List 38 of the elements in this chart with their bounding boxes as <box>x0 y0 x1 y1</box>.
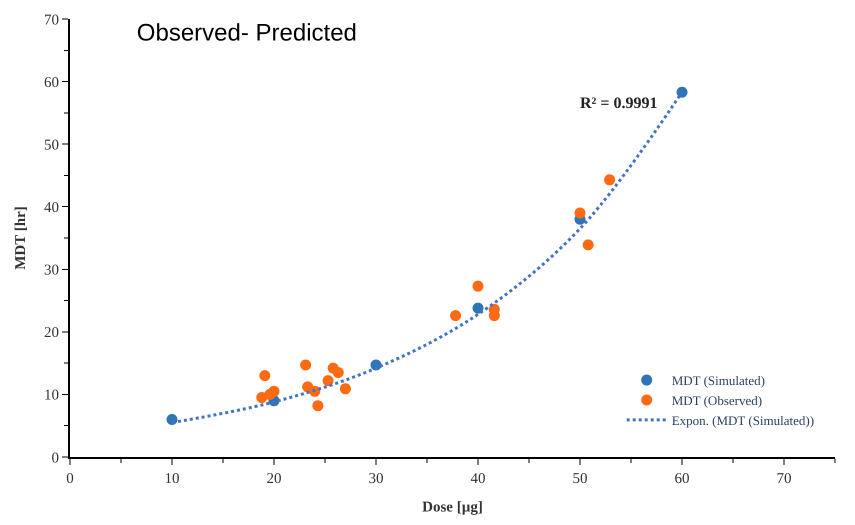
y-tick-label: 40 <box>44 200 59 216</box>
legend-label: MDT (Observed) <box>672 393 762 408</box>
legend-label: Expon. (MDT (Simulated)) <box>672 412 814 428</box>
point <box>322 375 334 386</box>
point <box>259 370 270 382</box>
point <box>582 239 594 250</box>
x-tick-label: 60 <box>674 471 690 487</box>
point <box>472 302 484 314</box>
y-tick-label: 50 <box>44 137 59 154</box>
legend-label: MDT (Simulated) <box>672 373 765 388</box>
x-tick-label: 50 <box>572 471 588 487</box>
point <box>676 86 688 98</box>
point <box>312 400 324 412</box>
point <box>574 207 586 218</box>
x-tick-label: 40 <box>470 471 486 487</box>
y-tick-label: 10 <box>44 388 59 404</box>
x-axis-title: Dose [µg] <box>422 500 483 516</box>
point <box>340 383 351 394</box>
x-tick-label: 30 <box>368 471 384 487</box>
y-axis-title: MDT [hr] <box>12 206 29 270</box>
y-tick-label: 30 <box>44 262 59 279</box>
point <box>166 414 178 425</box>
x-tick-label: 70 <box>776 471 792 487</box>
y-tick-label: 20 <box>44 325 59 342</box>
chart-title: Observed- Predicted <box>136 19 357 46</box>
point <box>450 310 462 322</box>
y-tick-label: 70 <box>44 12 59 28</box>
y-tick-label: 0 <box>52 450 59 466</box>
x-tick-label: 20 <box>266 471 282 487</box>
point <box>332 367 344 378</box>
annotation: R² = 0.9991 <box>580 95 658 112</box>
x-tick-label: 0 <box>66 471 74 487</box>
point <box>604 174 616 186</box>
point <box>472 280 484 292</box>
y-tick-label: 60 <box>44 74 59 91</box>
x-tick-label: 10 <box>164 471 180 487</box>
point <box>268 386 280 397</box>
point <box>300 360 312 371</box>
